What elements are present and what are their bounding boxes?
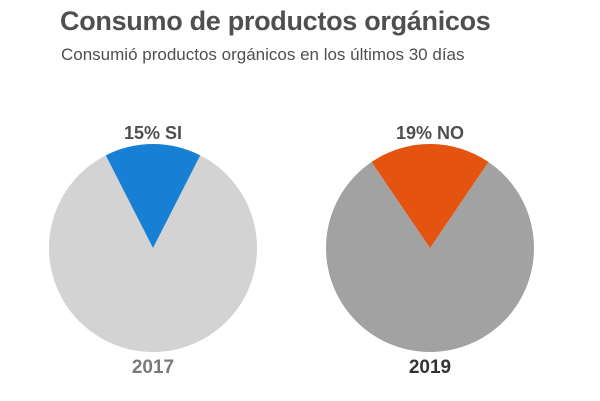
- pie-2019-slice-rest: [326, 161, 534, 352]
- pie-chart-2019: 19% NO 2019: [326, 123, 534, 378]
- chart-title: Consumo de productos orgánicos: [60, 6, 491, 36]
- pie-chart-2017: 15% SI 2017: [48, 123, 257, 378]
- pie-2019-slice-label: 19% NO: [396, 123, 464, 143]
- pie-2019-slice-no: [371, 143, 489, 248]
- pie-2019-year-label: 2019: [409, 357, 451, 378]
- pie-2017-year-label: 2017: [132, 357, 174, 378]
- chart-subtitle: Consumió productos orgánicos en los últi…: [61, 45, 465, 64]
- pie-2017-slice-rest: [48, 155, 257, 353]
- pie-2017-slice-si: [105, 144, 201, 248]
- pie-2017-slice-label: 15% SI: [124, 123, 182, 143]
